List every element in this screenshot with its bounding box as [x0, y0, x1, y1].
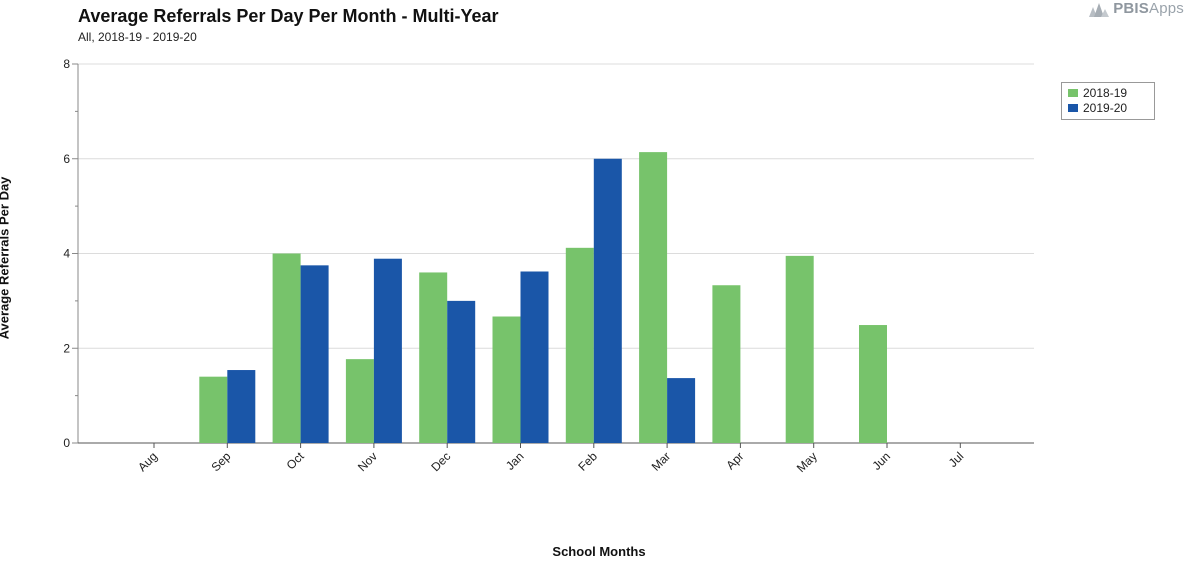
- logo-text: PBISApps: [1113, 0, 1184, 17]
- x-tick-label: Oct: [284, 449, 308, 473]
- bar-2018-19-Dec: [419, 272, 448, 443]
- bar-2019-20-Jan: [520, 271, 549, 443]
- bar-2018-19-Jun: [859, 325, 887, 443]
- bar-2018-19-Oct: [272, 253, 301, 443]
- x-tick-label: Mar: [649, 449, 674, 474]
- logo-text-bold: PBIS: [1113, 0, 1149, 17]
- x-tick-label: Nov: [355, 449, 380, 474]
- bar-2019-20-Mar: [667, 378, 696, 443]
- x-axis-label: School Months: [552, 544, 646, 559]
- x-tick-label: Apr: [723, 449, 746, 472]
- chart-subtitle: All, 2018-19 - 2019-20: [78, 30, 197, 44]
- x-tick-label: Jul: [946, 449, 967, 470]
- x-tick-label: Aug: [135, 449, 160, 474]
- y-tick-label: 4: [63, 247, 70, 261]
- legend-label: 2019-20: [1083, 101, 1128, 115]
- legend-swatch: [1068, 104, 1078, 112]
- y-tick-label: 0: [63, 436, 70, 450]
- y-tick-label: 8: [63, 57, 70, 71]
- x-tick-label: Feb: [575, 449, 600, 474]
- bar-2018-19-Sep: [199, 376, 228, 443]
- bar-2018-19-Jan: [492, 316, 521, 443]
- y-tick-label: 6: [63, 152, 70, 166]
- bar-2019-20-Sep: [227, 370, 256, 443]
- legend-item: 2019-20: [1068, 101, 1127, 115]
- bar-2018-19-Feb: [565, 247, 594, 443]
- x-tick-label: May: [794, 449, 820, 475]
- bar-2019-20-Oct: [300, 265, 329, 443]
- x-tick-label: Dec: [428, 449, 453, 474]
- legend-label: 2018-19: [1083, 86, 1128, 100]
- bar-2018-19-Nov: [345, 359, 374, 443]
- legend: 2018-19 2019-20: [1061, 82, 1155, 120]
- bar-2019-20-Feb: [593, 158, 622, 443]
- logo-text-light: Apps: [1149, 0, 1184, 17]
- y-tick-label: 2: [63, 341, 70, 355]
- buildings-icon: [1089, 2, 1110, 17]
- pbis-apps-logo: PBISApps: [1088, 0, 1184, 17]
- x-tick-label: Jun: [870, 449, 894, 473]
- x-tick-label: Jan: [503, 449, 527, 473]
- bar-2018-19-Mar: [639, 152, 668, 443]
- bar-2018-19-Apr: [712, 285, 741, 443]
- chart-title: Average Referrals Per Day Per Month - Mu…: [78, 6, 499, 26]
- bar-2018-19-May: [785, 255, 814, 443]
- bar-2019-20-Dec: [447, 300, 476, 443]
- x-tick-label: Sep: [208, 449, 233, 474]
- bar-2019-20-Nov: [373, 258, 402, 443]
- legend-item: 2018-19: [1068, 86, 1127, 100]
- legend-swatch: [1068, 89, 1078, 97]
